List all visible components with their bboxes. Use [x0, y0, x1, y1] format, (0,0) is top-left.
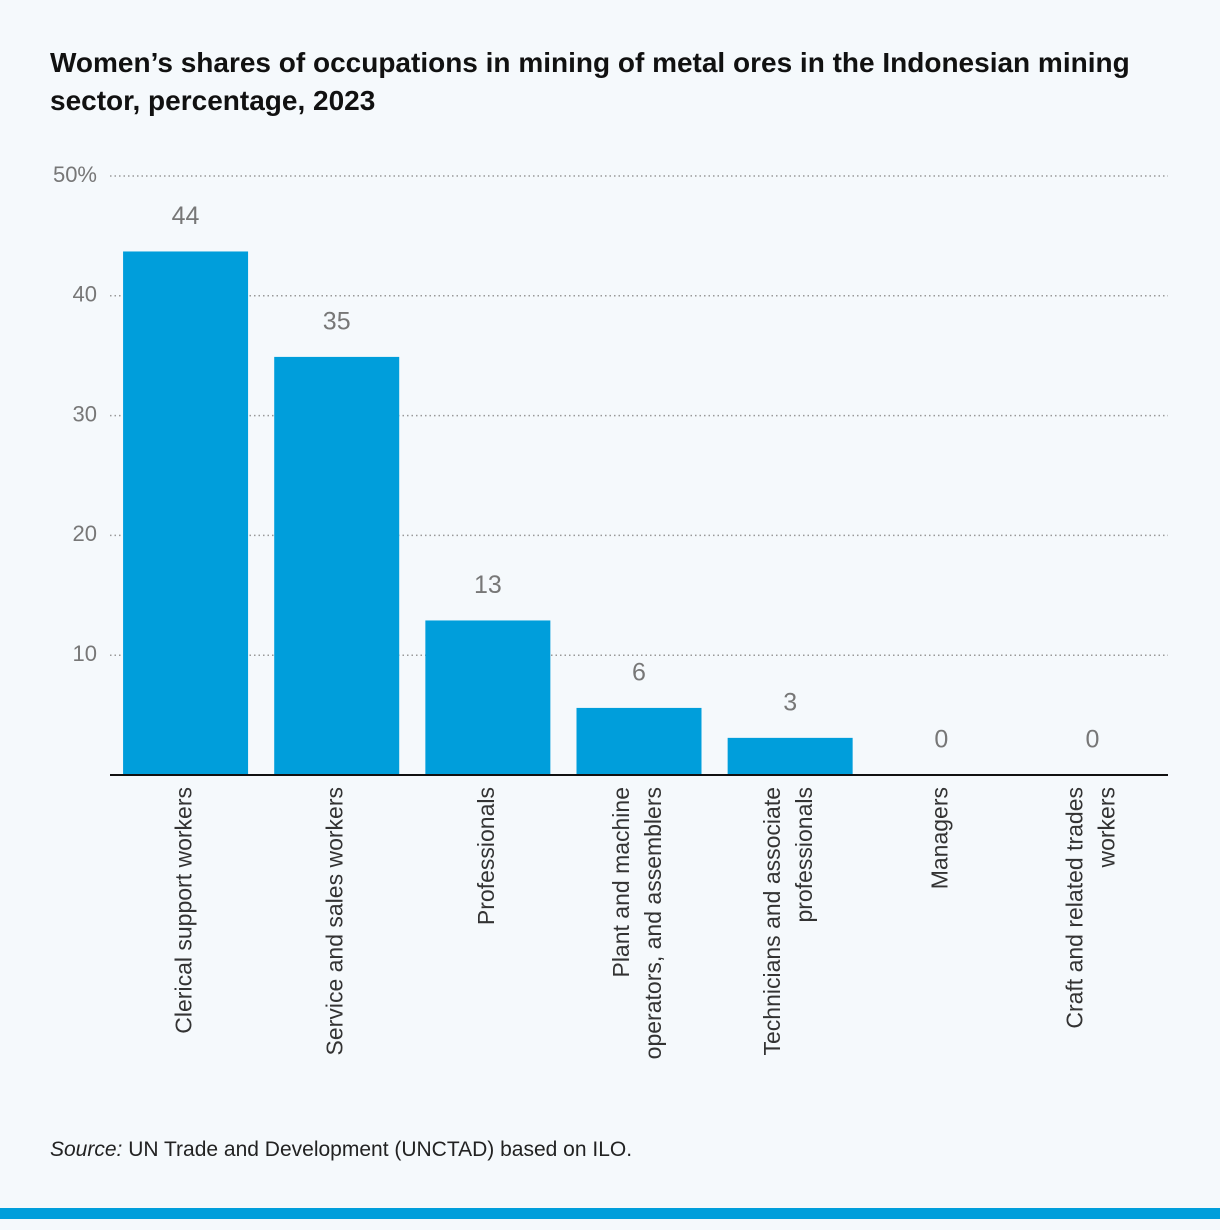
y-tick-label: 50%: [53, 162, 97, 187]
bar: [274, 356, 400, 775]
source: Source: UN Trade and Development (UNCTAD…: [50, 1138, 632, 1162]
value-label: 6: [632, 659, 646, 687]
y-tick-label: 10: [73, 641, 97, 666]
bottom-bar: [0, 1208, 1220, 1219]
value-label: 35: [323, 308, 351, 336]
x-tick-label: Clerical support workers: [171, 787, 197, 1034]
y-tick-label: 20: [73, 521, 97, 546]
x-tick-label: Professionals: [473, 787, 499, 925]
value-label: 3: [783, 688, 797, 716]
x-tick-label: Craft and related trades workers: [1062, 787, 1120, 1029]
y-tick-label: 40: [73, 282, 97, 307]
chart-title: Women’s shares of occupations in mining …: [50, 47, 1130, 116]
bar: [576, 707, 702, 775]
x-tick-label: Technicians and associate professionals: [759, 787, 817, 1056]
value-label: 13: [474, 571, 502, 599]
bar: [425, 620, 551, 775]
bar: [123, 251, 249, 775]
source-text: UN Trade and Development (UNCTAD) based …: [128, 1138, 633, 1161]
value-label: 0: [1085, 726, 1099, 754]
value-label: 44: [172, 202, 200, 230]
y-tick-label: 30: [73, 401, 97, 426]
bar: [727, 737, 853, 775]
x-tick-label: Managers: [926, 787, 952, 889]
x-tick-label: Plant and machine operators, and assemble…: [608, 787, 666, 1059]
source-label: Source:: [50, 1138, 123, 1161]
x-tick-label: Service and sales workers: [322, 787, 348, 1055]
value-label: 0: [934, 726, 948, 754]
